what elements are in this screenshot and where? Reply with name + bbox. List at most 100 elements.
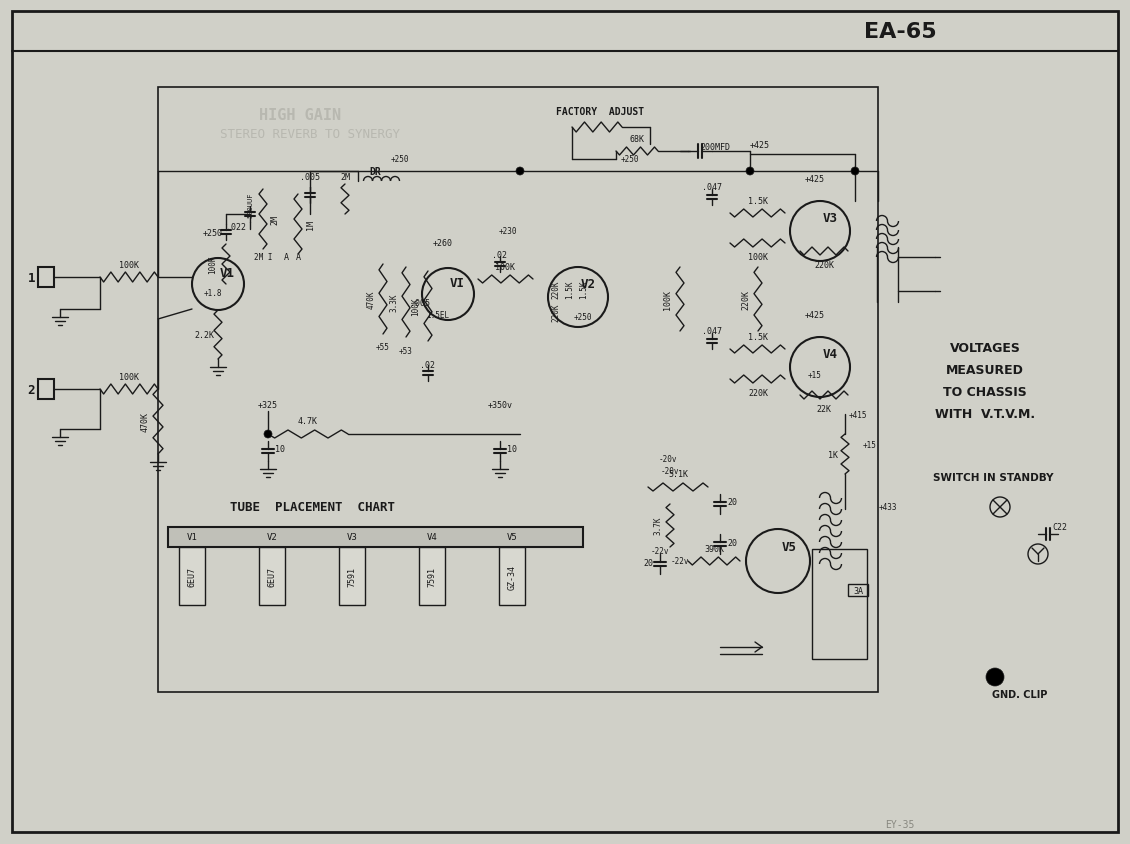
Text: 3.3K: 3.3K	[390, 294, 399, 312]
Text: 10: 10	[275, 445, 285, 454]
Text: +425: +425	[750, 140, 770, 149]
Bar	[179, 548, 205, 605]
Text: 220K: 220K	[551, 280, 560, 299]
Text: 100K: 100K	[663, 289, 672, 310]
Circle shape	[516, 168, 524, 176]
Text: +425: +425	[805, 176, 825, 184]
Bar	[419, 548, 445, 605]
Text: .005: .005	[299, 173, 320, 182]
Text: 10: 10	[507, 445, 518, 454]
Text: +260: +260	[433, 238, 453, 247]
Circle shape	[986, 668, 1003, 686]
Text: +415: +415	[849, 410, 867, 419]
Text: EY-35: EY-35	[885, 819, 914, 829]
Text: +230: +230	[498, 227, 518, 236]
Text: +250: +250	[620, 155, 640, 165]
Text: .022: .022	[226, 223, 246, 232]
Text: 1.5K: 1.5K	[565, 280, 574, 299]
Text: V2: V2	[581, 278, 596, 290]
Text: V4: V4	[823, 348, 838, 360]
Text: V1: V1	[219, 267, 235, 279]
Text: +250: +250	[574, 313, 592, 322]
Bar	[168, 528, 583, 548]
Text: 4.7K: 4.7K	[298, 417, 318, 426]
Text: HIGH GAIN: HIGH GAIN	[259, 107, 341, 122]
Text: 7591: 7591	[348, 566, 356, 587]
Text: .005: .005	[410, 298, 431, 307]
Text: -20v: -20v	[661, 467, 679, 476]
Text: GND. CLIP: GND. CLIP	[992, 690, 1048, 699]
Circle shape	[264, 430, 272, 439]
Text: TO CHASSIS: TO CHASSIS	[944, 385, 1027, 398]
Text: STEREO REVERB TO SYNERGY: STEREO REVERB TO SYNERGY	[220, 128, 400, 141]
Text: A: A	[296, 253, 301, 262]
Text: 22K: 22K	[817, 404, 832, 413]
Text: FACTORY  ADJUST: FACTORY ADJUST	[556, 107, 644, 116]
Text: +325: +325	[258, 400, 278, 409]
Text: 1.5K: 1.5K	[580, 280, 589, 299]
Text: .047: .047	[702, 327, 722, 336]
Text: 20: 20	[727, 538, 737, 547]
Text: 7591: 7591	[427, 566, 436, 587]
Text: 1.5K: 1.5K	[748, 333, 768, 342]
Text: V5: V5	[782, 540, 797, 554]
Text: MEASURED: MEASURED	[946, 363, 1024, 376]
Text: 2: 2	[27, 383, 35, 396]
Text: V3: V3	[823, 212, 838, 225]
Text: 100K: 100K	[495, 262, 515, 271]
Text: +250: +250	[203, 228, 223, 237]
Text: VOLTAGES: VOLTAGES	[949, 341, 1020, 354]
Text: +53: +53	[399, 347, 412, 356]
Bar	[38, 268, 54, 288]
Text: C22: C22	[1052, 523, 1068, 532]
Text: +15: +15	[863, 440, 877, 449]
Circle shape	[851, 168, 859, 176]
Text: SWITCH IN STANDBY: SWITCH IN STANDBY	[932, 473, 1053, 483]
Text: V1: V1	[186, 533, 198, 542]
Bar	[812, 549, 867, 659]
Text: -22v: -22v	[671, 557, 689, 565]
Bar	[499, 548, 525, 605]
Text: VI: VI	[450, 277, 464, 289]
Text: 1K: 1K	[828, 450, 838, 459]
Circle shape	[746, 168, 754, 176]
Text: V5: V5	[506, 533, 518, 542]
Text: +425: +425	[805, 311, 825, 320]
Bar	[339, 548, 365, 605]
Text: 100K: 100K	[119, 373, 139, 382]
Text: 390K: 390K	[704, 545, 724, 554]
Text: -20v: -20v	[659, 455, 677, 464]
Text: 1: 1	[27, 271, 35, 284]
Text: +1.8: +1.8	[203, 288, 223, 297]
Text: V2: V2	[267, 533, 277, 542]
Text: +350v: +350v	[487, 400, 513, 409]
Text: 3A: 3A	[853, 587, 863, 596]
Text: TUBE  PLACEMENT  CHART: TUBE PLACEMENT CHART	[229, 500, 394, 514]
Text: .047: .047	[702, 183, 722, 192]
Text: 6EU7: 6EU7	[188, 566, 197, 587]
Text: 1.5EL: 1.5EL	[426, 310, 450, 319]
Text: 100K: 100K	[748, 252, 768, 261]
Text: 500UUF: 500UUF	[247, 192, 253, 218]
Text: -22v: -22v	[651, 547, 669, 556]
Text: GZ-34: GZ-34	[507, 564, 516, 589]
Bar	[158, 88, 878, 692]
Text: A: A	[284, 253, 288, 262]
Text: DR: DR	[370, 167, 381, 176]
Text: 470K: 470K	[140, 412, 149, 431]
Text: 2.2K: 2.2K	[194, 330, 214, 339]
Text: +433: +433	[879, 503, 897, 512]
Text: 220K: 220K	[741, 289, 750, 310]
Text: V3: V3	[347, 533, 357, 542]
Text: 200MFD: 200MFD	[699, 143, 730, 152]
Text: 220K: 220K	[748, 388, 768, 397]
Text: .02: .02	[420, 360, 435, 369]
Text: +250: +250	[391, 155, 409, 165]
Text: +55: +55	[376, 344, 390, 352]
Text: 220K: 220K	[551, 303, 560, 322]
Text: 100K: 100K	[209, 256, 217, 274]
Text: 220K: 220K	[814, 260, 834, 269]
Bar	[259, 548, 285, 605]
Text: 100K: 100K	[119, 260, 139, 269]
Text: 2M I: 2M I	[254, 253, 272, 262]
